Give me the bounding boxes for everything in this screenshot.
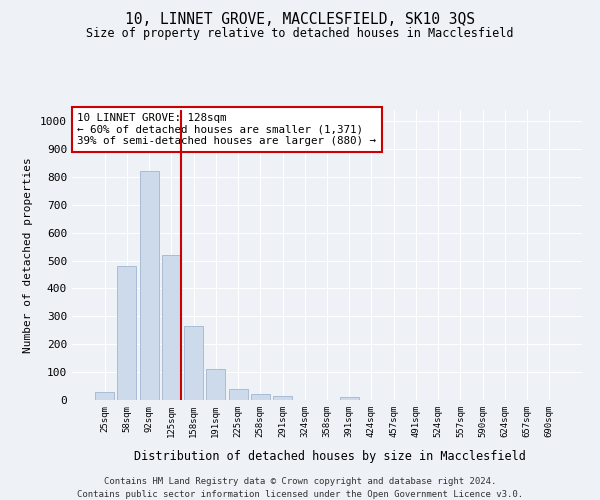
Text: Contains HM Land Registry data © Crown copyright and database right 2024.: Contains HM Land Registry data © Crown c… <box>104 478 496 486</box>
Bar <box>118 266 136 400</box>
Bar <box>184 326 203 400</box>
Bar <box>162 255 181 400</box>
Text: Size of property relative to detached houses in Macclesfield: Size of property relative to detached ho… <box>86 28 514 40</box>
Text: Distribution of detached houses by size in Macclesfield: Distribution of detached houses by size … <box>134 450 526 463</box>
Bar <box>140 172 158 400</box>
Bar <box>273 396 292 400</box>
Bar <box>95 392 114 400</box>
Bar <box>229 389 248 400</box>
Bar <box>340 397 359 400</box>
Text: Contains public sector information licensed under the Open Government Licence v3: Contains public sector information licen… <box>77 490 523 499</box>
Y-axis label: Number of detached properties: Number of detached properties <box>23 157 33 353</box>
Bar <box>206 370 225 400</box>
Text: 10 LINNET GROVE: 128sqm
← 60% of detached houses are smaller (1,371)
39% of semi: 10 LINNET GROVE: 128sqm ← 60% of detache… <box>77 113 376 146</box>
Text: 10, LINNET GROVE, MACCLESFIELD, SK10 3QS: 10, LINNET GROVE, MACCLESFIELD, SK10 3QS <box>125 12 475 28</box>
Bar <box>251 394 270 400</box>
